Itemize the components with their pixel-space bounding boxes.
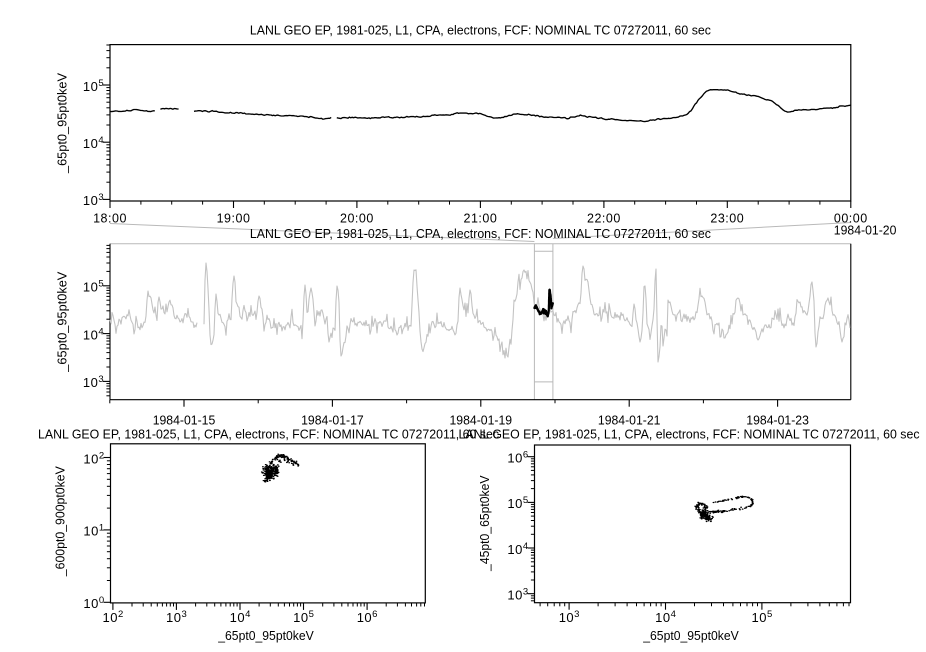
svg-text:LANL GEO EP, 1981-025, L1, CPA: LANL GEO EP, 1981-025, L1, CPA, electron… — [250, 22, 711, 37]
svg-text:21:00: 21:00 — [464, 212, 498, 226]
svg-text:_65pt0_95pt0keV: _65pt0_95pt0keV — [56, 72, 70, 174]
svg-text:1984-01-17: 1984-01-17 — [301, 413, 364, 427]
svg-text:1984-01-21: 1984-01-21 — [598, 413, 661, 427]
svg-text:LANL GEO EP, 1981-025, L1, CPA: LANL GEO EP, 1981-025, L1, CPA, electron… — [250, 226, 711, 241]
svg-text:23:00: 23:00 — [710, 212, 744, 226]
svg-text:1984-01-15: 1984-01-15 — [153, 413, 216, 427]
svg-text:LANL GEO EP, 1981-025, L1, CPA: LANL GEO EP, 1981-025, L1, CPA, electron… — [38, 427, 499, 442]
svg-text:18:00: 18:00 — [93, 212, 127, 226]
svg-text:_600pt0_900pt0keV: _600pt0_900pt0keV — [54, 466, 68, 578]
svg-text:_65pt0_95pt0keV: _65pt0_95pt0keV — [56, 271, 70, 373]
svg-text:22:00: 22:00 — [587, 212, 621, 226]
svg-text:_45pt0_65pt0keV: _45pt0_65pt0keV — [478, 475, 492, 572]
svg-text:20:00: 20:00 — [340, 212, 374, 226]
svg-text:1984-01-19: 1984-01-19 — [450, 413, 513, 427]
svg-text:19:00: 19:00 — [217, 212, 251, 226]
svg-text:_65pt0_95pt0keV: _65pt0_95pt0keV — [642, 629, 739, 643]
svg-text:1984-01-23: 1984-01-23 — [746, 413, 809, 427]
svg-text:_65pt0_95pt0keV: _65pt0_95pt0keV — [217, 629, 314, 643]
svg-text:1984-01-20: 1984-01-20 — [834, 223, 897, 237]
svg-text:LANL GEO EP, 1981-025, L1, CPA: LANL GEO EP, 1981-025, L1, CPA, electron… — [459, 427, 920, 442]
svg-text:00:00: 00:00 — [834, 212, 868, 226]
